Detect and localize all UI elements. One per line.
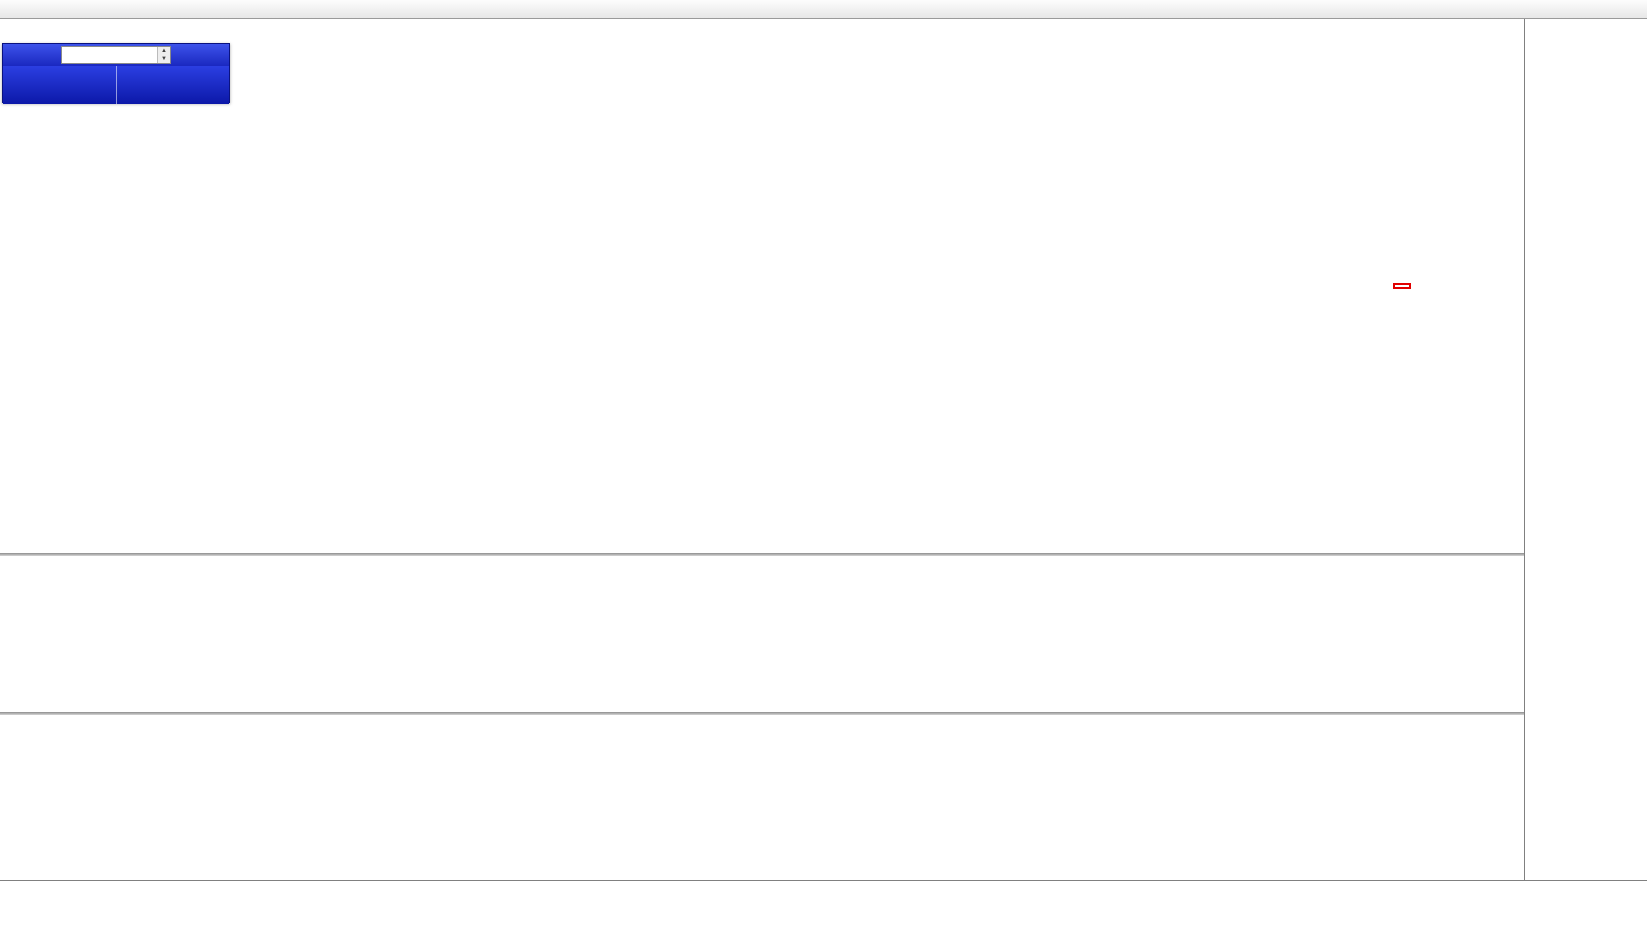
lot-increase-button[interactable]: ▲ bbox=[158, 47, 170, 55]
lot-steppers: ▲ ▼ bbox=[157, 47, 170, 63]
price-axis[interactable] bbox=[1524, 19, 1647, 880]
trade-panel-header: ▲ ▼ bbox=[3, 44, 229, 66]
pane-separator[interactable] bbox=[0, 553, 1647, 556]
lot-size-box: ▲ ▼ bbox=[61, 46, 171, 64]
trade-panel-prices bbox=[3, 66, 229, 104]
time-axis[interactable] bbox=[0, 880, 1647, 902]
buy-button[interactable] bbox=[173, 44, 229, 66]
lot-decrease-button[interactable]: ▼ bbox=[158, 55, 170, 63]
trade-panel-divider bbox=[115, 66, 117, 104]
rsi-pane[interactable] bbox=[0, 715, 1524, 880]
sell-price[interactable] bbox=[3, 66, 116, 104]
macd-indicator-label bbox=[5, 558, 14, 569]
sell-button[interactable] bbox=[3, 44, 59, 66]
chart-title bbox=[5, 27, 25, 38]
buy-price[interactable] bbox=[117, 66, 230, 104]
lot-size-input[interactable] bbox=[62, 49, 157, 61]
one-click-trading-panel: ▲ ▼ bbox=[2, 43, 230, 104]
macd-pane[interactable] bbox=[0, 556, 1524, 712]
toolbar bbox=[0, 0, 1647, 19]
rsi-indicator-label bbox=[5, 717, 10, 728]
pane-separator[interactable] bbox=[0, 712, 1647, 715]
price-callout-label[interactable] bbox=[1393, 283, 1411, 289]
